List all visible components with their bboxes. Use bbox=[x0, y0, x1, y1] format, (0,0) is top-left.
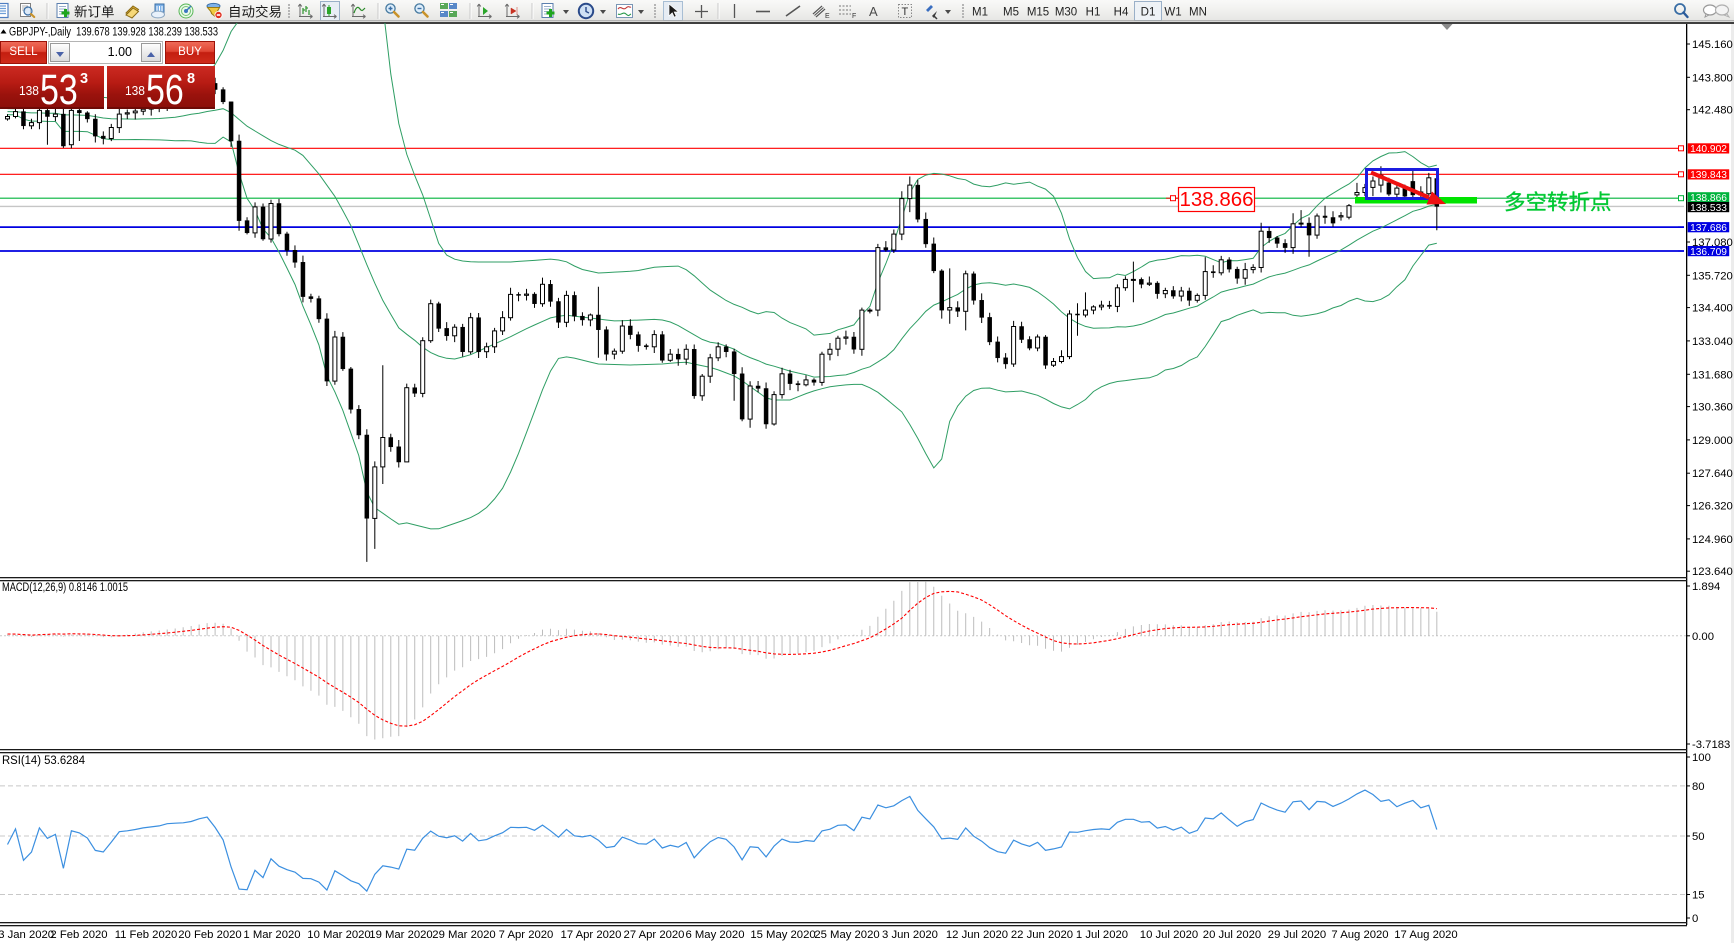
svg-text:124.960: 124.960 bbox=[1692, 534, 1733, 546]
svg-text:2 Feb 2020: 2 Feb 2020 bbox=[50, 929, 107, 941]
svg-text:138.533: 138.533 bbox=[1690, 203, 1727, 214]
svg-text:1 Jul 2020: 1 Jul 2020 bbox=[1076, 929, 1128, 941]
svg-text:138.866: 138.866 bbox=[1179, 188, 1253, 211]
svg-text:25 May 2020: 25 May 2020 bbox=[814, 929, 879, 941]
svg-text:10 Jul 2020: 10 Jul 2020 bbox=[1140, 929, 1198, 941]
svg-text:H4: H4 bbox=[1114, 7, 1129, 19]
svg-text:6 May 2020: 6 May 2020 bbox=[685, 929, 744, 941]
svg-text:-3.7183: -3.7183 bbox=[1692, 739, 1730, 751]
svg-text:127.640: 127.640 bbox=[1692, 468, 1733, 480]
svg-text:MACD(12,26,9) 0.8146 1.0015: MACD(12,26,9) 0.8146 1.0015 bbox=[2, 580, 128, 594]
svg-text:10 Mar 2020: 10 Mar 2020 bbox=[307, 929, 370, 941]
svg-text:7 Apr 2020: 7 Apr 2020 bbox=[499, 929, 554, 941]
svg-text:11 Feb 2020: 11 Feb 2020 bbox=[115, 929, 178, 941]
svg-text:17 Apr 2020: 17 Apr 2020 bbox=[561, 929, 622, 941]
svg-text:19 Mar 2020: 19 Mar 2020 bbox=[369, 929, 432, 941]
svg-text:131.680: 131.680 bbox=[1692, 369, 1733, 381]
svg-text:17 Aug 2020: 17 Aug 2020 bbox=[1394, 929, 1457, 941]
svg-text:140.902: 140.902 bbox=[1690, 144, 1727, 155]
svg-text:15 May 2020: 15 May 2020 bbox=[750, 929, 815, 941]
svg-text:F: F bbox=[852, 13, 856, 20]
svg-text:27 Apr 2020: 27 Apr 2020 bbox=[624, 929, 685, 941]
svg-text:RSI(14) 53.6284: RSI(14) 53.6284 bbox=[2, 753, 85, 767]
svg-text:1 Mar 2020: 1 Mar 2020 bbox=[243, 929, 300, 941]
svg-text:MN: MN bbox=[1189, 7, 1207, 19]
svg-text:100: 100 bbox=[1692, 752, 1711, 764]
svg-text:H1: H1 bbox=[1086, 7, 1101, 19]
svg-text:137.686: 137.686 bbox=[1690, 223, 1727, 234]
svg-text:133.040: 133.040 bbox=[1692, 336, 1733, 348]
svg-text:1.894: 1.894 bbox=[1692, 581, 1720, 593]
svg-text:23 Jan 2020: 23 Jan 2020 bbox=[0, 929, 54, 941]
svg-text:D1: D1 bbox=[1141, 7, 1156, 19]
svg-text:138.866: 138.866 bbox=[1690, 193, 1727, 204]
svg-text:0: 0 bbox=[1692, 913, 1698, 925]
svg-text:136.709: 136.709 bbox=[1690, 247, 1727, 258]
svg-text:7 Aug 2020: 7 Aug 2020 bbox=[1331, 929, 1388, 941]
svg-text:29 Mar 2020: 29 Mar 2020 bbox=[432, 929, 495, 941]
svg-text:0.00: 0.00 bbox=[1692, 631, 1714, 643]
svg-text:22 Jun 2020: 22 Jun 2020 bbox=[1011, 929, 1073, 941]
svg-text:T: T bbox=[902, 6, 909, 18]
svg-text:142.480: 142.480 bbox=[1692, 105, 1733, 117]
svg-text:3 Jun 2020: 3 Jun 2020 bbox=[882, 929, 938, 941]
svg-text:A: A bbox=[869, 4, 878, 19]
svg-text:139.843: 139.843 bbox=[1690, 170, 1727, 181]
svg-text:M15: M15 bbox=[1027, 7, 1049, 19]
svg-text:M1: M1 bbox=[972, 7, 988, 19]
svg-text:135.720: 135.720 bbox=[1692, 270, 1733, 282]
svg-text:GBPJPY-,Daily 139.678 139.928: GBPJPY-,Daily 139.678 139.928 138.239 13… bbox=[9, 25, 218, 39]
svg-text:80: 80 bbox=[1692, 781, 1705, 793]
svg-text:129.000: 129.000 bbox=[1692, 435, 1733, 447]
svg-text:50: 50 bbox=[1692, 831, 1705, 843]
svg-text:15: 15 bbox=[1692, 890, 1705, 902]
svg-text:W1: W1 bbox=[1164, 7, 1181, 19]
svg-text:145.160: 145.160 bbox=[1692, 39, 1733, 51]
svg-text:20 Jul 2020: 20 Jul 2020 bbox=[1203, 929, 1261, 941]
svg-text:126.320: 126.320 bbox=[1692, 501, 1733, 513]
svg-text:M5: M5 bbox=[1003, 7, 1019, 19]
svg-text:M30: M30 bbox=[1055, 7, 1077, 19]
svg-text:20 Feb 2020: 20 Feb 2020 bbox=[178, 929, 241, 941]
svg-text:29 Jul 2020: 29 Jul 2020 bbox=[1268, 929, 1326, 941]
svg-text:E: E bbox=[825, 13, 830, 20]
svg-text:134.400: 134.400 bbox=[1692, 303, 1733, 315]
svg-text:123.640: 123.640 bbox=[1692, 566, 1733, 578]
svg-text:12 Jun 2020: 12 Jun 2020 bbox=[946, 929, 1008, 941]
svg-text:143.800: 143.800 bbox=[1692, 72, 1733, 84]
svg-text:130.360: 130.360 bbox=[1692, 402, 1733, 414]
